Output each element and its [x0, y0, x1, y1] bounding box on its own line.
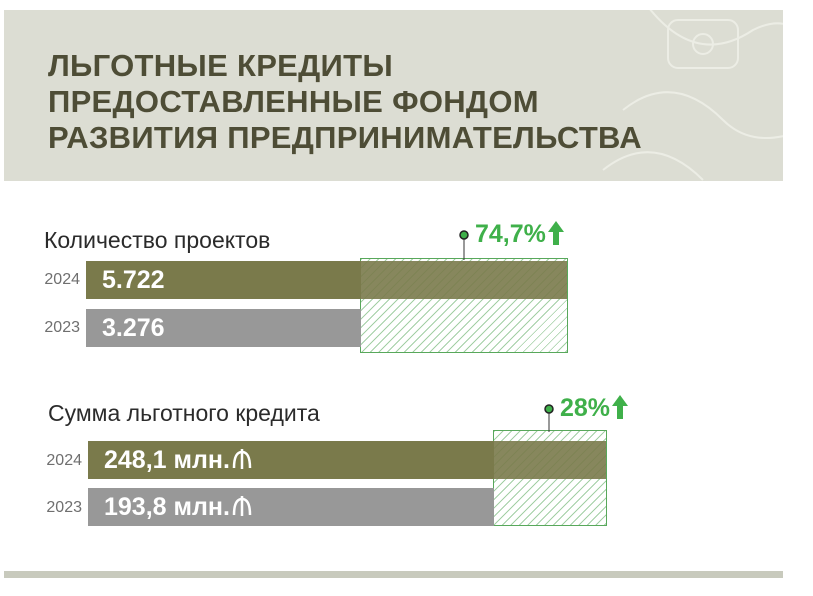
- chart-title: Сумма льготного кредита: [48, 400, 320, 426]
- tick-label: 2023: [44, 319, 80, 336]
- tick-label: 2024: [44, 271, 80, 288]
- header-banner: ЛЬГОТНЫЕ КРЕДИТЫ ПРЕДОСТАВЛЕННЫЕ ФОНДОМ …: [4, 10, 783, 181]
- data-label: 248,1 млн.: [104, 446, 230, 474]
- growth-label: 28%: [560, 394, 629, 423]
- footer-divider: [4, 571, 783, 578]
- bar: 193,8 млн.: [88, 488, 494, 526]
- arrow-up-icon: [612, 395, 629, 419]
- title-line-1: ЛЬГОТНЫЕ КРЕДИТЫ: [48, 48, 393, 83]
- pin-marker-icon: [544, 404, 554, 432]
- tick-label: 2023: [46, 499, 82, 516]
- data-label: 193,8 млн.: [104, 493, 230, 521]
- som-currency-icon: [232, 449, 252, 469]
- growth-label: 74,7%: [475, 220, 564, 249]
- ornament-pattern-icon: [602, 10, 783, 181]
- som-currency-icon: [232, 496, 252, 516]
- growth-fill: [361, 261, 567, 299]
- data-label: 5.722: [102, 266, 165, 294]
- title-line-3: РАЗВИТИЯ ПРЕДПРИНИМАТЕЛЬСТВА: [48, 120, 642, 155]
- growth-fill: [494, 441, 606, 479]
- bar: 5.722: [86, 261, 361, 299]
- bar: 3.276: [86, 309, 361, 347]
- pin-marker-icon: [459, 230, 469, 260]
- page-title: ЛЬГОТНЫЕ КРЕДИТЫ ПРЕДОСТАВЛЕННЫЕ ФОНДОМ …: [48, 48, 748, 156]
- arrow-up-icon: [547, 221, 564, 245]
- chart-title: Количество проектов: [44, 227, 271, 253]
- data-label: 3.276: [102, 314, 165, 342]
- title-line-2: ПРЕДОСТАВЛЕННЫЕ ФОНДОМ: [48, 84, 539, 119]
- growth-value: 28%: [560, 394, 611, 422]
- bar: 248,1 млн.: [88, 441, 494, 479]
- tick-label: 2024: [46, 452, 82, 469]
- growth-value: 74,7%: [475, 220, 546, 248]
